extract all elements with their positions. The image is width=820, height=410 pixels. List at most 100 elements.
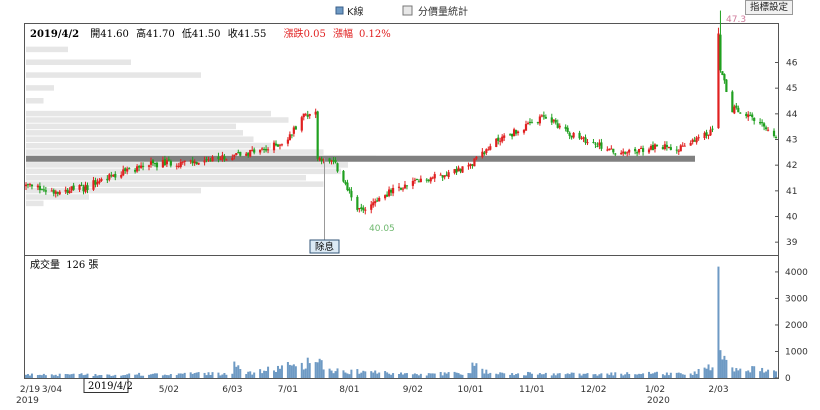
volume-bar <box>536 374 539 378</box>
candle-body <box>167 159 170 161</box>
candle-body <box>151 160 155 164</box>
candle-body <box>405 185 409 187</box>
volume-bar <box>596 375 599 378</box>
info-close-label: 收 <box>228 27 238 40</box>
volume-bar <box>651 373 654 378</box>
candle-body <box>620 152 623 155</box>
volume-bar <box>177 373 180 378</box>
volume-bar <box>425 375 428 378</box>
candle-body <box>723 74 726 81</box>
info-low-label: 低 <box>182 27 192 40</box>
candle-body <box>108 174 111 180</box>
volume-bar <box>265 370 268 378</box>
volume-bar <box>50 374 53 378</box>
candle-body <box>288 134 291 141</box>
candle-body <box>495 138 498 147</box>
candle-body <box>342 170 345 182</box>
volume-bar <box>286 362 289 378</box>
volume-bar <box>415 374 418 378</box>
candle-body <box>608 148 611 151</box>
candle-body <box>596 145 599 147</box>
volume-bar <box>501 372 504 378</box>
candle-body <box>300 117 303 131</box>
candle-body <box>233 154 236 157</box>
candle-body <box>155 162 159 168</box>
candle-body <box>374 201 377 204</box>
volume-bar <box>540 374 543 378</box>
indicator-settings-button[interactable]: 指標設定 <box>745 0 793 15</box>
volume-bar <box>273 370 276 378</box>
candle-body <box>487 149 490 151</box>
dividend-marker-box <box>309 239 340 254</box>
volume-bar <box>648 371 651 378</box>
candle-body <box>350 190 353 198</box>
date-tick-label: 2/03 <box>708 385 728 395</box>
volume-bar <box>598 374 601 378</box>
volume-bar <box>140 375 143 378</box>
date-tick-label: 3/04 <box>42 385 62 395</box>
legend-item-volume-profile[interactable]: 分價量統計 <box>402 5 468 18</box>
volume-bar <box>703 367 706 378</box>
legend: K線 分價量統計 <box>335 5 468 18</box>
volume-bar <box>251 374 254 378</box>
candle-body <box>328 158 331 162</box>
volume-bar <box>138 372 141 378</box>
date-tick-label: 2/19 <box>20 385 40 395</box>
volume-bar <box>398 373 401 378</box>
volume-bar <box>44 375 47 378</box>
volume-bar <box>142 375 145 378</box>
candle-body <box>544 116 547 119</box>
volume-bar <box>475 363 478 378</box>
volume-bar <box>306 357 309 378</box>
volume-bar <box>122 375 125 378</box>
candle-body <box>445 174 448 176</box>
volume-bar <box>386 372 389 378</box>
date-tick-label: 9/02 <box>403 385 423 395</box>
date-tick-label: 11/01 <box>519 385 545 395</box>
volume-bar <box>775 371 777 378</box>
candle-body <box>209 160 212 162</box>
candle-body <box>183 160 186 162</box>
candle-body <box>419 178 422 183</box>
volume-bar <box>68 374 71 378</box>
volume-bar <box>439 371 442 378</box>
volume-bar <box>36 375 39 378</box>
candle-body <box>211 156 214 162</box>
candle-body <box>141 165 145 167</box>
candle-body <box>512 129 516 137</box>
volume-bar <box>195 372 198 378</box>
volume-bar <box>675 372 678 378</box>
volume-bar <box>211 372 214 378</box>
volume-bar <box>767 369 770 378</box>
legend-item-kline[interactable]: K線 <box>335 5 364 18</box>
volume-bar <box>100 375 103 378</box>
candle-body <box>96 182 99 185</box>
candle-body <box>223 156 226 160</box>
volume-profile-bar <box>26 175 306 181</box>
volume-tick-label: 4000 <box>785 268 808 278</box>
candle-body <box>231 157 234 161</box>
volume-bar <box>64 373 67 378</box>
volume-bar <box>155 373 158 378</box>
candle-body <box>707 134 710 136</box>
volume-bar <box>467 373 470 378</box>
volume-bar <box>360 372 363 378</box>
candle-body <box>526 123 530 125</box>
candle-body <box>64 189 67 192</box>
dividend-marker[interactable]: 除息 <box>309 239 340 254</box>
volume-bar <box>572 372 575 378</box>
candle-body <box>774 137 778 139</box>
candle-body <box>481 151 484 158</box>
price-tick-label: 39 <box>786 238 798 248</box>
volume-bar <box>388 373 391 378</box>
volume-bar <box>526 371 529 378</box>
volume-bar <box>217 372 220 378</box>
candle-body <box>348 189 351 191</box>
volume-bar <box>594 374 597 378</box>
candle-body <box>302 113 305 118</box>
profile-legend-checkbox <box>402 5 413 16</box>
candle-body <box>586 142 589 144</box>
candle-body <box>459 168 462 172</box>
info-low: 41.50 <box>192 29 221 40</box>
volume-bar <box>136 374 139 378</box>
